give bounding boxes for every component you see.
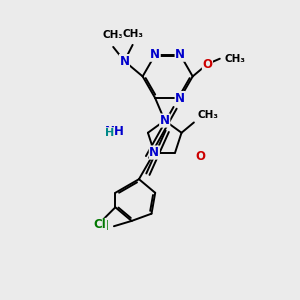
- Text: NH: NH: [104, 125, 124, 138]
- Text: N: N: [160, 114, 170, 127]
- Text: N: N: [150, 48, 160, 61]
- Text: CH₃: CH₃: [103, 30, 124, 40]
- Text: Cl: Cl: [94, 218, 106, 232]
- Text: Cl: Cl: [96, 220, 109, 233]
- Text: O: O: [195, 150, 205, 164]
- Text: N: N: [119, 55, 129, 68]
- Text: N: N: [175, 48, 185, 61]
- Text: CH₃: CH₃: [224, 54, 245, 64]
- Text: CH₃: CH₃: [197, 110, 218, 119]
- Text: CH₃: CH₃: [122, 29, 143, 39]
- Text: N: N: [175, 92, 185, 105]
- Text: H: H: [105, 128, 114, 138]
- Text: O: O: [202, 58, 212, 70]
- Text: N: N: [149, 146, 159, 159]
